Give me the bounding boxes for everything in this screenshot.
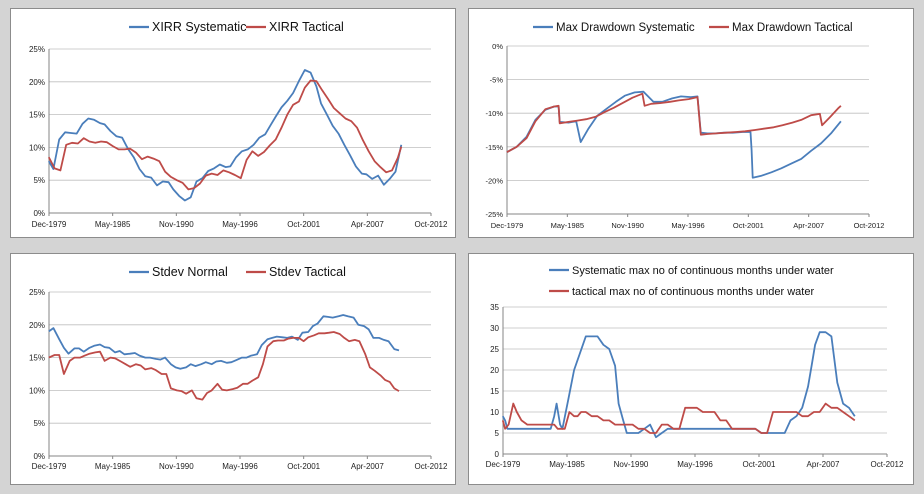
y-tick-label: 5 [495, 429, 500, 438]
y-tick-label: 15 [490, 387, 499, 396]
series-line-systematic [48, 69, 403, 202]
x-tick-label: Oct-2001 [733, 221, 764, 230]
y-tick-label: -15% [485, 143, 503, 152]
y-tick-label: 10% [29, 386, 45, 395]
x-tick-label: Dec-1979 [491, 221, 524, 230]
x-tick-label: May-1985 [549, 460, 585, 469]
y-tick-label: -5% [490, 76, 504, 85]
x-tick-label: Apr-2007 [807, 460, 840, 469]
x-tick-label: May-1985 [95, 220, 131, 229]
stdev-chart-panel: 0% 5% 10% 15% 20% 25% Dec-1979 May-1985 Nov-1990… [10, 253, 456, 485]
y-tick-label: 25% [29, 45, 45, 54]
y-tick-label: 5% [33, 419, 45, 428]
y-tick-label: -25% [485, 210, 503, 219]
x-tick-label: Apr-2007 [793, 221, 824, 230]
x-tick-label: Oct-2012 [415, 220, 448, 229]
x-tick-label: May-1996 [222, 220, 258, 229]
x-tick-label: Oct-2012 [415, 462, 448, 471]
legend-label: Stdev Tactical [269, 265, 346, 279]
months-under-water-chart: 0 5 10 15 20 25 30 35 Dec-1979 May-1985 Nov-1990 Ma… [486, 265, 904, 469]
months-under-water-chart-panel: 0 5 10 15 20 25 30 35 Dec-1979 May-1985 Nov-1990 Ma… [468, 253, 914, 485]
legend-label: tactical max no of continuous months und… [572, 286, 814, 298]
y-tick-label: 20% [29, 321, 45, 330]
x-tick-label: Oct-2012 [871, 460, 904, 469]
y-tick-label: 5% [33, 176, 45, 185]
legend-label: Max Drawdown Systematic [556, 22, 695, 34]
y-tick-label: 0% [33, 452, 45, 461]
x-tick-label: Dec-1979 [32, 220, 67, 229]
x-tick-label: Oct-2012 [854, 221, 885, 230]
y-tick-label: 15% [29, 354, 45, 363]
legend-label: Stdev Normal [152, 265, 228, 279]
y-tick-label: -10% [485, 109, 503, 118]
y-tick-label: 35 [490, 303, 499, 312]
x-tick-label: Nov-1990 [611, 221, 644, 230]
xirr-chart: 0% 5% 10% 15% 20% 25% Dec-1979 May-1985 Nov-1990… [29, 20, 448, 229]
series-line-systematic [502, 331, 856, 439]
max-drawdown-chart: 0% -5% -10% -15% -20% -25% Dec-1979 May-1985 Nov… [485, 22, 885, 230]
y-tick-label: 15% [29, 111, 45, 120]
x-tick-label: Dec-1979 [32, 462, 67, 471]
y-tick-label: 10 [490, 408, 499, 417]
x-tick-label: Apr-2007 [351, 220, 384, 229]
x-tick-label: Apr-2007 [351, 462, 384, 471]
legend-label: XIRR Tactical [269, 20, 344, 34]
y-tick-label: 0% [33, 209, 45, 218]
y-tick-label: 25% [29, 288, 45, 297]
x-tick-label: Nov-1990 [159, 220, 194, 229]
y-tick-label: 30 [490, 324, 499, 333]
y-tick-label: 0% [492, 42, 503, 51]
x-tick-label: Dec-1979 [486, 460, 521, 469]
legend-label: XIRR Systematic [152, 20, 246, 34]
x-tick-label: May-1996 [222, 462, 258, 471]
x-tick-label: May-1985 [551, 221, 584, 230]
series-line-tactical [501, 402, 856, 434]
x-tick-label: May-1996 [671, 221, 704, 230]
x-tick-label: May-1996 [677, 460, 713, 469]
legend-label: Max Drawdown Tactical [732, 22, 853, 34]
series-line-tactical [506, 92, 842, 153]
y-tick-label: 25 [490, 345, 499, 354]
y-tick-label: 20 [490, 366, 499, 375]
max-drawdown-chart-panel: 0% -5% -10% -15% -20% -25% Dec-1979 May-1985 Nov… [468, 8, 914, 238]
legend-label: Systematic max no of continuous months u… [572, 265, 834, 277]
x-tick-label: Oct-2001 [287, 462, 320, 471]
y-tick-label: 0 [495, 450, 500, 459]
y-tick-label: -20% [485, 176, 503, 185]
xirr-chart-panel: 0% 5% 10% 15% 20% 25% Dec-1979 May-1985 Nov-1990… [10, 8, 456, 238]
stdev-chart: 0% 5% 10% 15% 20% 25% Dec-1979 May-1985 Nov-1990… [29, 265, 448, 471]
y-tick-label: 20% [29, 78, 45, 87]
series-line-tactical [48, 79, 403, 191]
x-tick-label: Oct-2001 [743, 460, 776, 469]
series-line-tactical [48, 331, 400, 401]
x-tick-label: Nov-1990 [159, 462, 194, 471]
series-line-systematic [48, 314, 400, 370]
y-tick-label: 10% [29, 143, 45, 152]
x-tick-label: Nov-1990 [614, 460, 649, 469]
series-line-systematic [506, 90, 842, 179]
x-tick-label: May-1985 [95, 462, 131, 471]
x-tick-label: Oct-2001 [287, 220, 320, 229]
